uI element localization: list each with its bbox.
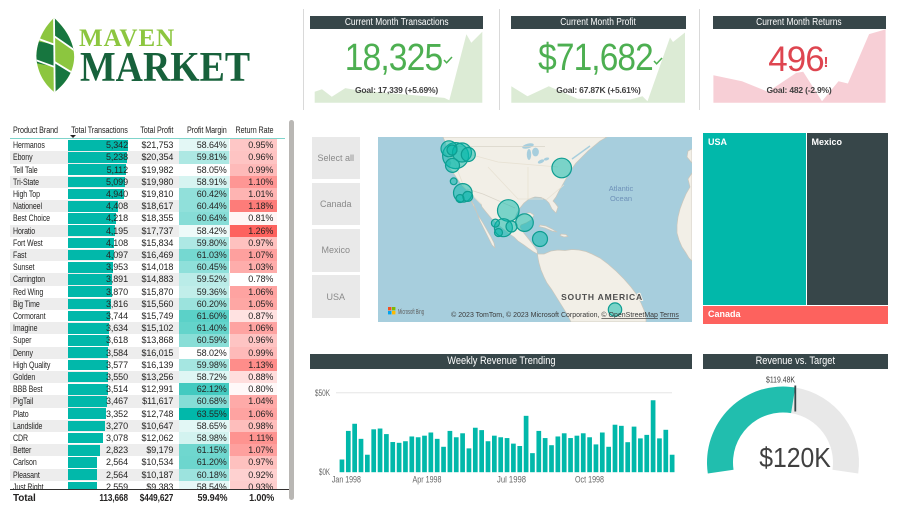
svg-text:SOUTH AMERICA: SOUTH AMERICA [561, 292, 643, 302]
svg-text:Microsoft Bing: Microsoft Bing [398, 309, 424, 316]
svg-text:Ocean: Ocean [610, 194, 632, 203]
svg-text:Apr 1998: Apr 1998 [413, 475, 442, 485]
svg-text:$120K: $120K [759, 442, 831, 474]
svg-text:Oct 1998: Oct 1998 [575, 475, 604, 485]
svg-text:© 2023 TomTom, © 2023 Microsof: © 2023 TomTom, © 2023 Microsoft Corporat… [451, 311, 679, 319]
svg-text:$119.48K: $119.48K [766, 375, 795, 385]
svg-text:MAVEN: MAVEN [79, 25, 175, 52]
svg-text:MARKET: MARKET [80, 43, 250, 90]
svg-text:Atlantic: Atlantic [609, 184, 634, 193]
svg-text:$0K: $0K [319, 467, 330, 477]
svg-text:$50K: $50K [315, 388, 330, 398]
svg-text:Jul 1998: Jul 1998 [497, 475, 526, 485]
svg-text:Jan 1998: Jan 1998 [332, 475, 361, 485]
